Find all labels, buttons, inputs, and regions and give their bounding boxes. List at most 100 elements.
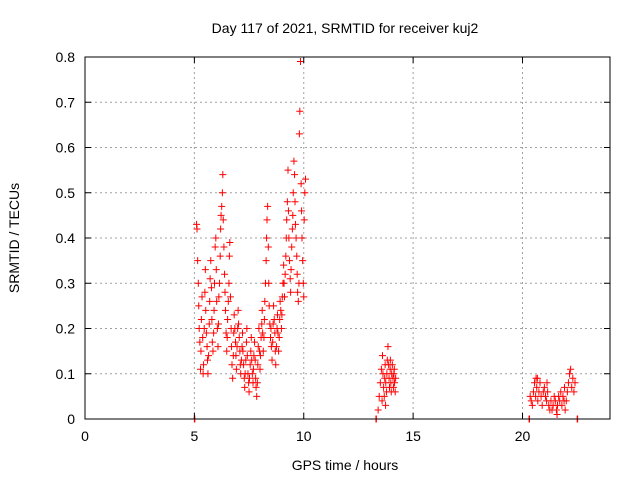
data-point bbox=[232, 338, 239, 346]
data-point bbox=[541, 392, 549, 400]
data-point bbox=[299, 279, 307, 287]
y-axis-label: SRMTID / TECUs bbox=[6, 183, 22, 293]
data-point bbox=[275, 347, 283, 355]
data-point bbox=[234, 306, 242, 314]
data-point bbox=[226, 293, 234, 301]
data-point bbox=[374, 406, 382, 414]
data-point bbox=[269, 320, 277, 328]
data-point bbox=[260, 334, 268, 342]
data-point bbox=[569, 374, 577, 382]
data-point bbox=[274, 329, 282, 337]
data-point bbox=[294, 288, 302, 296]
data-point bbox=[223, 334, 231, 342]
data-point bbox=[276, 297, 284, 305]
data-points bbox=[190, 58, 582, 423]
data-point bbox=[298, 207, 306, 215]
data-point bbox=[289, 211, 297, 219]
data-point bbox=[225, 252, 233, 260]
data-point bbox=[230, 311, 238, 319]
data-point bbox=[390, 365, 398, 373]
data-point bbox=[221, 288, 229, 296]
data-point bbox=[204, 370, 212, 378]
data-point bbox=[204, 356, 211, 364]
data-point bbox=[276, 315, 284, 323]
data-point bbox=[264, 202, 272, 210]
data-point bbox=[562, 397, 570, 405]
y-tick-label: 0.4 bbox=[56, 230, 76, 246]
data-point bbox=[229, 374, 237, 382]
data-point bbox=[258, 320, 266, 328]
data-point bbox=[209, 347, 217, 355]
data-point bbox=[217, 211, 225, 219]
data-point bbox=[264, 243, 272, 251]
data-point bbox=[564, 379, 572, 387]
data-point bbox=[533, 383, 541, 391]
data-point bbox=[241, 383, 249, 391]
data-point bbox=[293, 270, 301, 278]
data-point bbox=[240, 361, 248, 369]
data-point bbox=[272, 343, 280, 351]
data-point bbox=[290, 157, 298, 165]
data-point bbox=[253, 379, 261, 387]
data-point bbox=[200, 361, 208, 369]
data-point bbox=[291, 171, 299, 179]
data-point bbox=[219, 216, 227, 224]
data-point bbox=[379, 352, 386, 360]
data-point bbox=[292, 234, 300, 242]
chart-title: Day 117 of 2021, SRMTID for receiver kuj… bbox=[212, 20, 479, 36]
x-tick-label: 5 bbox=[190, 428, 198, 444]
data-point bbox=[203, 343, 211, 351]
data-point bbox=[217, 225, 225, 233]
data-point bbox=[283, 198, 291, 206]
data-point bbox=[566, 370, 574, 378]
data-point bbox=[391, 379, 399, 387]
data-point bbox=[277, 306, 285, 314]
data-point bbox=[205, 320, 213, 328]
data-point bbox=[251, 338, 259, 346]
data-point bbox=[207, 284, 215, 292]
data-point bbox=[534, 397, 542, 405]
data-point bbox=[254, 361, 262, 369]
data-point bbox=[269, 338, 277, 346]
data-point bbox=[235, 334, 243, 342]
data-point bbox=[256, 365, 264, 373]
data-point bbox=[527, 397, 535, 405]
data-point bbox=[287, 266, 295, 274]
data-point bbox=[561, 406, 569, 414]
data-point bbox=[528, 401, 536, 409]
data-point bbox=[213, 325, 221, 332]
data-point bbox=[253, 392, 261, 400]
data-point bbox=[297, 180, 305, 188]
y-tick-label: 0.8 bbox=[56, 49, 76, 65]
data-point bbox=[533, 374, 541, 382]
data-point bbox=[536, 379, 544, 387]
data-point bbox=[294, 297, 302, 305]
data-point bbox=[219, 171, 227, 179]
data-point bbox=[214, 343, 222, 351]
data-point bbox=[293, 252, 301, 260]
data-point bbox=[567, 365, 575, 373]
data-point bbox=[288, 225, 296, 233]
data-point bbox=[543, 379, 551, 387]
data-point bbox=[301, 189, 309, 197]
data-point bbox=[221, 306, 229, 314]
data-point bbox=[272, 361, 280, 369]
x-tick-label: 15 bbox=[405, 428, 421, 444]
data-point bbox=[267, 334, 274, 342]
data-point bbox=[197, 347, 205, 355]
data-point bbox=[280, 279, 288, 287]
data-point bbox=[263, 216, 271, 224]
data-point bbox=[392, 374, 400, 382]
data-point bbox=[248, 370, 256, 378]
data-point bbox=[296, 107, 304, 115]
data-point bbox=[386, 356, 394, 364]
data-point bbox=[260, 315, 268, 323]
data-point bbox=[285, 234, 293, 242]
data-point bbox=[291, 220, 299, 228]
x-axis-label: GPS time / hours bbox=[292, 457, 399, 473]
data-point bbox=[561, 383, 568, 391]
data-point bbox=[197, 315, 205, 323]
data-point bbox=[230, 329, 238, 337]
